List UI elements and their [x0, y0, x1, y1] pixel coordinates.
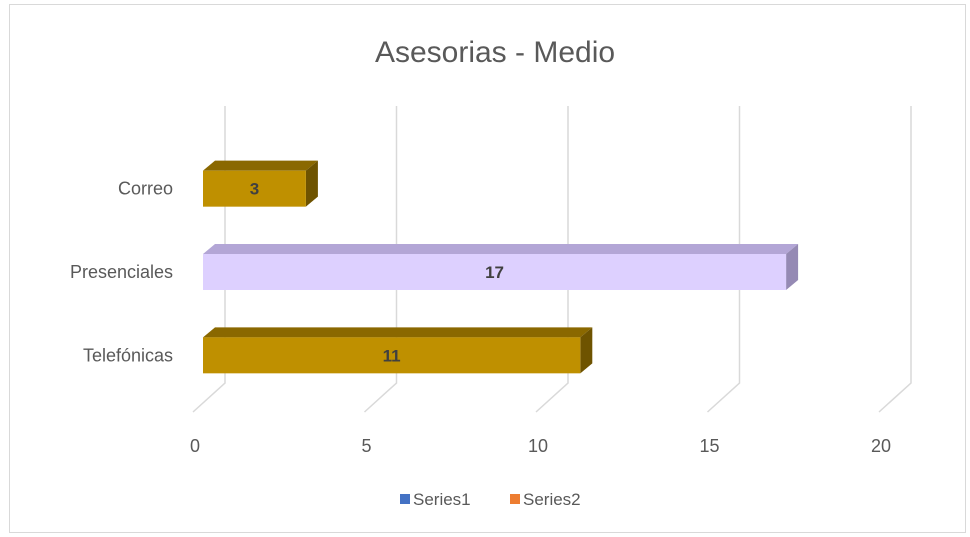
legend: Series1 Series2 [400, 490, 581, 509]
y-axis-categories: Correo Presenciales Telefónicas [70, 179, 173, 366]
gridline [535, 106, 569, 413]
x-axis-ticks: 0 5 10 15 20 [190, 436, 891, 456]
gridline [363, 106, 398, 413]
legend-swatch [510, 494, 520, 504]
bar-front-face [203, 254, 787, 290]
bar-front-face [203, 170, 306, 207]
chart-title: Asesorias - Medio [375, 36, 615, 69]
bar-correo: 3 [203, 160, 318, 207]
data-label: 11 [383, 346, 401, 365]
data-label: 3 [250, 180, 259, 199]
legend-label: Series1 [413, 490, 471, 509]
category-label: Correo [118, 179, 173, 199]
bars: 3 17 11 [203, 160, 799, 374]
legend-swatch [400, 494, 410, 504]
legend-item: Series1 [400, 490, 471, 509]
x-tick-label: 10 [528, 436, 548, 456]
bar-top-face [203, 160, 318, 171]
bar-top-face [203, 244, 799, 254]
bar-side-face [580, 327, 593, 374]
x-tick-label: 15 [699, 436, 719, 456]
bar-presenciales: 17 [203, 244, 799, 290]
x-tick-label: 20 [871, 436, 891, 456]
gridline [706, 106, 741, 413]
data-label: 17 [485, 263, 504, 282]
gridline [878, 106, 912, 413]
bar-top-face [203, 327, 593, 338]
bar-front-face [203, 337, 581, 374]
bar-side-face [786, 244, 799, 290]
x-tick-label: 5 [361, 436, 371, 456]
legend-item: Series2 [510, 490, 581, 509]
category-label: Telefónicas [83, 345, 173, 365]
bar-side-face [305, 160, 318, 207]
x-tick-label: 0 [190, 436, 200, 456]
category-label: Presenciales [70, 262, 173, 282]
legend-label: Series2 [523, 490, 581, 509]
bar-telefónicas: 11 [203, 327, 593, 374]
